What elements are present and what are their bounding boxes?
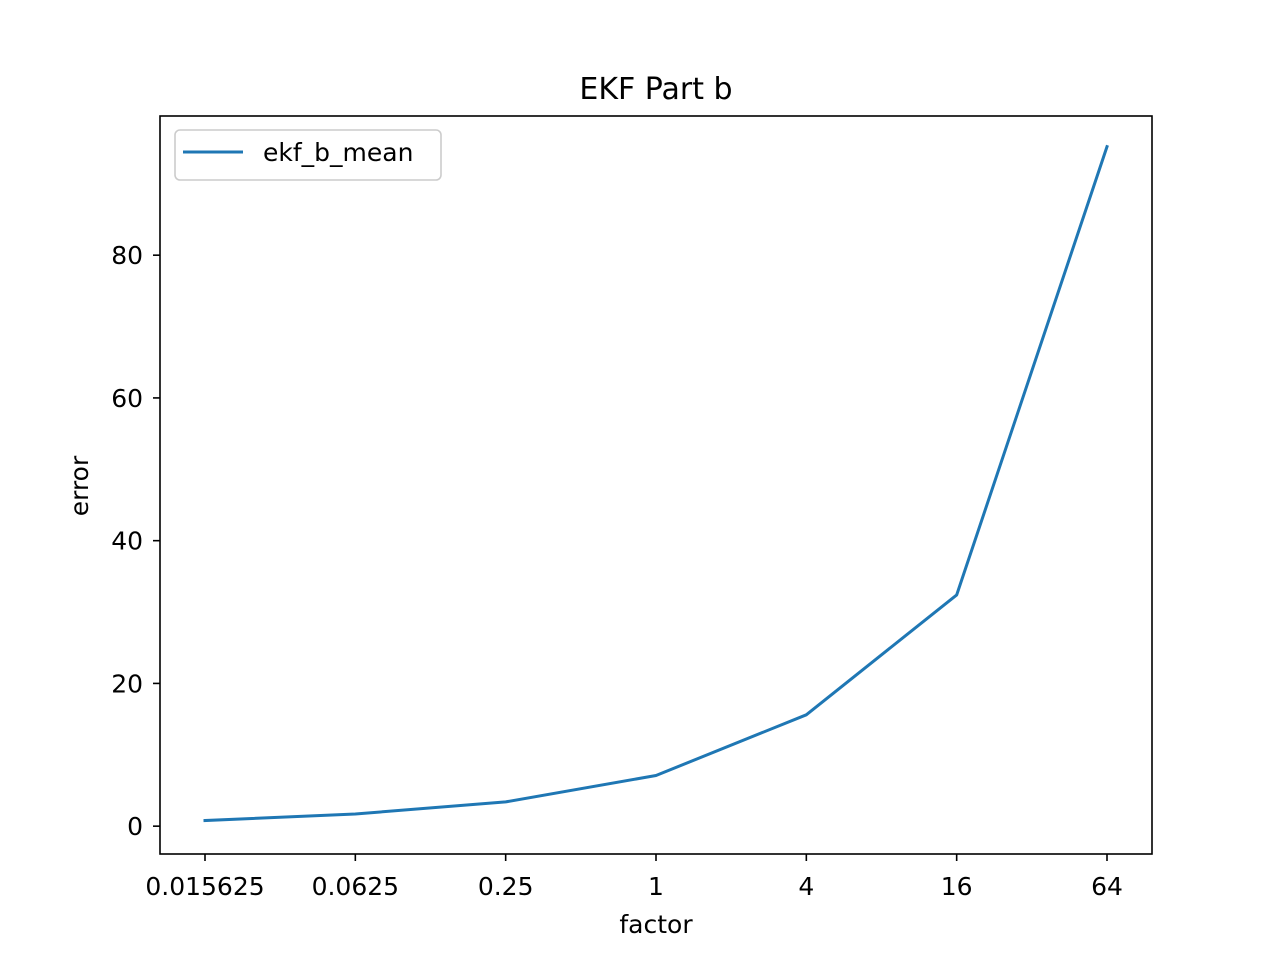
x-tick-label: 64	[1091, 872, 1123, 901]
x-tick-label: 4	[798, 872, 814, 901]
legend-box	[174, 129, 442, 181]
plot-area-frame	[159, 115, 1153, 855]
x-tick-label: 0.015625	[145, 872, 264, 901]
y-tick-label: 80	[111, 241, 143, 270]
y-tick-label: 0	[127, 812, 143, 841]
x-axis-ticks: 0.015625 0.0625 0.25 1 4 16 64	[145, 854, 1123, 901]
y-tick-label: 20	[111, 669, 143, 698]
series-line-ekf-b-mean	[203, 144, 1109, 823]
x-axis-label: factor	[619, 910, 693, 939]
y-tick-label: 60	[111, 384, 143, 413]
x-tick-label: 0.0625	[312, 872, 399, 901]
y-axis-label: error	[65, 455, 94, 516]
chart-title: EKF Part b	[579, 72, 732, 107]
legend: ekf_b_mean	[174, 129, 442, 181]
y-axis-ticks: 0 20 40 60 80	[111, 241, 160, 841]
x-tick-label: 16	[941, 872, 973, 901]
x-tick-label: 0.25	[478, 872, 534, 901]
legend-label: ekf_b_mean	[263, 138, 413, 167]
y-tick-label: 40	[111, 527, 143, 556]
x-tick-label: 1	[648, 872, 664, 901]
